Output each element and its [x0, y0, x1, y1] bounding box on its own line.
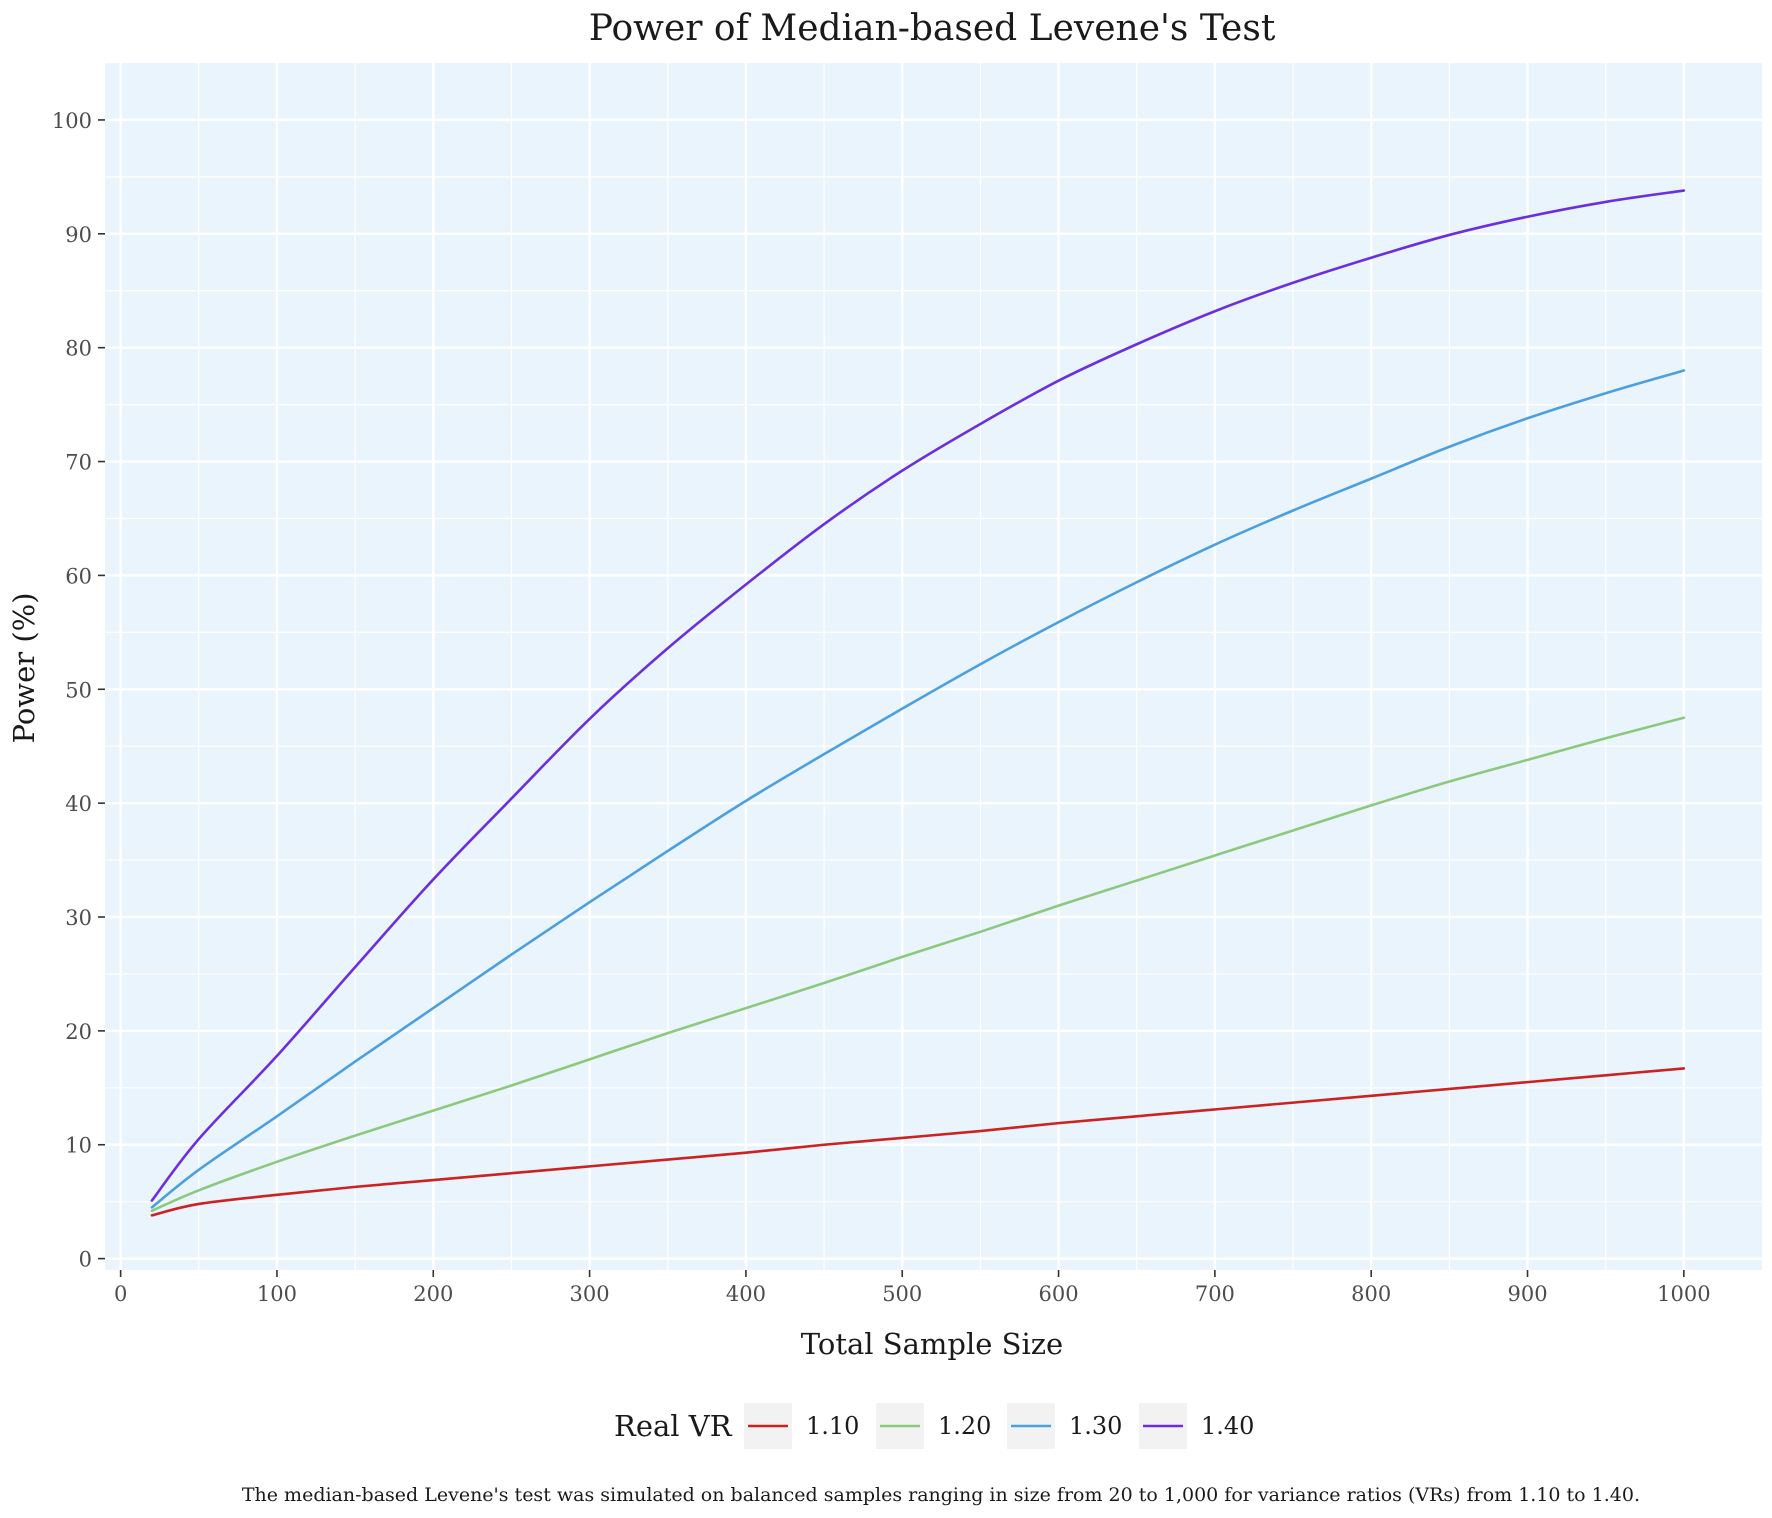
y-tick-label: 40 — [65, 792, 92, 816]
x-tick-label: 700 — [1195, 1282, 1235, 1306]
x-axis: 0 100 200 300 400 500 600 700 800 900 1000 — [114, 1270, 1711, 1306]
x-tick-label: 900 — [1507, 1282, 1547, 1306]
series-line-1-30 — [150, 369, 1686, 1209]
y-tick-label: 60 — [65, 564, 92, 588]
x-tick-label: 100 — [257, 1282, 297, 1306]
x-tick-label: 200 — [413, 1282, 453, 1306]
legend-label: 1.20 — [938, 1412, 991, 1440]
x-tick-label: 1000 — [1657, 1282, 1710, 1306]
y-axis-title: Power (%) — [7, 592, 41, 743]
grid-major — [105, 63, 1762, 1270]
plot-panel — [105, 63, 1762, 1270]
legend-label: 1.30 — [1069, 1412, 1122, 1440]
x-tick-label: 800 — [1351, 1282, 1391, 1306]
y-tick-label: 100 — [52, 109, 92, 133]
legend-label: 1.40 — [1201, 1412, 1254, 1440]
x-tick-label: 600 — [1039, 1282, 1079, 1306]
series-line-1-20 — [150, 716, 1686, 1213]
series-lines — [150, 189, 1686, 1217]
x-tick-label: 300 — [570, 1282, 610, 1306]
legend-title: Real VR — [614, 1409, 733, 1443]
legend-label: 1.10 — [806, 1412, 859, 1440]
y-tick-label: 0 — [79, 1248, 92, 1272]
series-line-1-10 — [150, 1067, 1686, 1217]
y-tick-label: 30 — [65, 906, 92, 930]
x-tick-label: 400 — [726, 1282, 766, 1306]
x-tick-label: 0 — [114, 1282, 127, 1306]
x-tick-label: 500 — [882, 1282, 922, 1306]
grid-minor — [105, 63, 1762, 1270]
series-line-1-40 — [150, 189, 1686, 1202]
chart-title: Power of Median-based Levene's Test — [589, 8, 1276, 49]
legend: Real VR 1.10 1.20 1.30 1.40 — [614, 1403, 1254, 1449]
y-tick-label: 70 — [65, 451, 92, 475]
y-tick-label: 50 — [65, 678, 92, 702]
y-tick-label: 80 — [65, 337, 92, 361]
x-axis-title: Total Sample Size — [801, 1327, 1063, 1361]
y-tick-label: 90 — [65, 223, 92, 247]
y-tick-label: 10 — [65, 1134, 92, 1158]
y-tick-label: 20 — [65, 1020, 92, 1044]
caption: The median-based Levene's test was simul… — [242, 1484, 1640, 1506]
y-axis: 0 10 20 30 40 50 60 70 80 90 100 — [52, 109, 105, 1272]
